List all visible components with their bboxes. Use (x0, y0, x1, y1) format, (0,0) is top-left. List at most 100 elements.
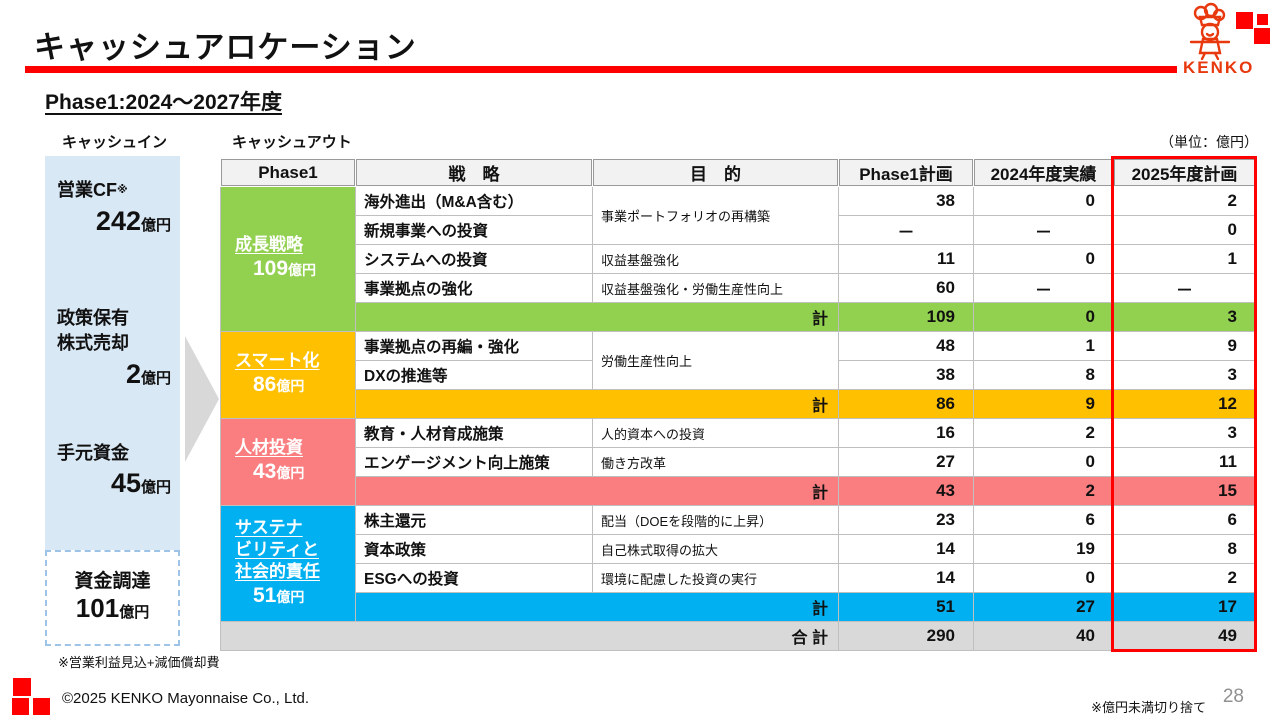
subtotal-row-smart: 計 86 9 12 (221, 389, 1256, 419)
value-cell: 8 (973, 360, 1114, 390)
strategy-cell: 教育・人材育成施策 (355, 418, 593, 448)
value-cell: 2 (973, 418, 1114, 448)
subtotal-value: 109 (838, 302, 974, 332)
value-cell: 27 (838, 447, 974, 477)
cash-in-item-value: 2億円 (125, 359, 171, 389)
asterisk-note: ※ (117, 184, 128, 196)
value-cell: 1 (1113, 244, 1256, 274)
value-cell: 0 (1113, 215, 1256, 245)
header-purpose: 目 的 (592, 158, 839, 187)
strategy-cell: 海外進出（M&A含む） (355, 186, 593, 216)
grand-total-row: 合 計 290 40 49 (220, 621, 1256, 651)
subtotal-row-sustainability: 計 51 27 17 (221, 592, 1256, 622)
subtotal-value: 2 (973, 476, 1114, 506)
page-number: 28 (1222, 686, 1244, 707)
cash-in-item-label: 営業CF※ (57, 180, 128, 200)
deco-square-icon (33, 698, 50, 715)
strategy-cell: 新規事業への投資 (355, 215, 593, 245)
value-cell: 11 (838, 244, 974, 274)
value-cell: 9 (1113, 331, 1256, 361)
kenko-mascot-icon (1189, 2, 1231, 60)
copyright: ©2025 KENKO Mayonnaise Co., Ltd. (62, 690, 310, 707)
value-cell: 38 (838, 360, 974, 390)
value-cell: 48 (838, 331, 974, 361)
purpose-cell: 自己株式取得の拡大 (592, 534, 839, 564)
phase-subtitle: Phase1:2024～2027年度 (45, 91, 282, 114)
cash-allocation-table: Phase1 戦 略 目 的 Phase1計画 2024年度実績 2025年度計… (220, 158, 1256, 651)
value-cell: 19 (973, 534, 1114, 564)
subtotal-value: 9 (973, 389, 1114, 419)
strategy-cell: システムへの投資 (355, 244, 593, 274)
table-row: DXの推進等 38 8 3 (221, 360, 1256, 390)
value-cell: 14 (838, 534, 974, 564)
value-cell: 3 (1113, 360, 1256, 390)
table-row: 成長戦略 109億円 海外進出（M&A含む） 事業ポートフォリオの再構築 38 … (220, 186, 1256, 332)
grand-total-label: 合 計 (220, 621, 839, 651)
value-cell: 60 (838, 273, 974, 303)
table-row: スマート化 86億円 事業拠点の再編・強化 労働生産性向上 48 1 9 (220, 331, 1256, 419)
table-header-row: Phase1 戦 略 目 的 Phase1計画 2024年度実績 2025年度計… (220, 158, 1256, 187)
subtotal-row-growth: 計 109 0 3 (221, 302, 1256, 332)
table-row: 人材投資 43億円 教育・人材育成施策 人的資本への投資 16 2 3 (220, 418, 1256, 506)
subtotal-label: 計 (355, 592, 839, 622)
subtotal-value: 3 (1113, 302, 1256, 332)
purpose-cell: 人的資本への投資 (592, 418, 839, 448)
subtotal-value: 51 (838, 592, 974, 622)
subtotal-value: 15 (1113, 476, 1256, 506)
value-cell: 0 (973, 244, 1114, 274)
purpose-cell: 環境に配慮した投資の実行 (592, 563, 839, 593)
strategy-cell: エンゲージメント向上施策 (355, 447, 593, 477)
value-cell: － (1113, 273, 1256, 303)
deco-square-icon (1236, 12, 1253, 29)
cash-out-label: キャッシュアウト (232, 134, 352, 151)
subtotal-value: 12 (1113, 389, 1256, 419)
strategy-cell: DXの推進等 (355, 360, 593, 390)
title-accent-line (25, 66, 1177, 73)
footnote-operating-cf: ※営業利益見込+減価償却費 (58, 655, 220, 670)
strategy-cell: ESGへの投資 (355, 563, 593, 593)
table-row: 事業拠点の強化 収益基盤強化・労働生産性向上 60 － － (221, 273, 1256, 303)
subtotal-label: 計 (355, 476, 839, 506)
table-row: システムへの投資 収益基盤強化 11 0 1 (221, 244, 1256, 274)
purpose-cell: 労働生産性向上 (592, 331, 839, 390)
value-cell: － (838, 215, 974, 245)
table-row: サステナ ビリティと 社会的責任 51億円 株主還元 配当（DOEを段階的に上昇… (220, 505, 1256, 622)
cash-in-label: キャッシュイン (62, 134, 168, 151)
cash-in-item-value: 242億円 (95, 206, 171, 236)
subtotal-value: 17 (1113, 592, 1256, 622)
flow-arrow-icon (185, 336, 219, 462)
table-row: 新規事業への投資 － － 0 (221, 215, 1256, 245)
kenko-logo: KENKO (1160, 0, 1280, 90)
grand-total-value: 40 (973, 621, 1114, 651)
subtotal-value: 0 (973, 302, 1114, 332)
subtotal-row-hr: 計 43 2 15 (221, 476, 1256, 506)
cash-in-item-label: 政策保有 株式売却 (57, 308, 129, 353)
strategy-cell: 資本政策 (355, 534, 593, 564)
deco-square-icon (12, 698, 29, 715)
subtotal-label: 計 (355, 302, 839, 332)
value-cell: 16 (838, 418, 974, 448)
purpose-cell: 収益基盤強化 (592, 244, 839, 274)
strategy-cell: 株主還元 (355, 505, 593, 535)
subtotal-value: 86 (838, 389, 974, 419)
header-phase1: Phase1 (220, 158, 356, 187)
subtotal-value: 27 (973, 592, 1114, 622)
deco-square-icon (1257, 14, 1268, 25)
funding-label: 資金調達 (74, 571, 151, 592)
phase-cell-sustainability: サステナ ビリティと 社会的責任 51億円 (220, 505, 356, 622)
unit-note: （単位：億円） (1160, 134, 1258, 150)
value-cell: 6 (1113, 505, 1256, 535)
footnote-rounding: ※億円未満切り捨て (1091, 700, 1206, 715)
table-row: 資本政策 自己株式取得の拡大 14 19 8 (221, 534, 1256, 564)
purpose-cell: 事業ポートフォリオの再構築 (592, 186, 839, 245)
funding-value: 101億円 (75, 593, 150, 623)
kenko-logo-text: KENKO (1183, 58, 1255, 77)
deco-square-icon (13, 678, 31, 696)
value-cell: 2 (1113, 563, 1256, 593)
value-cell: 3 (1113, 418, 1256, 448)
subtotal-value: 43 (838, 476, 974, 506)
purpose-cell: 働き方改革 (592, 447, 839, 477)
header-2024-actual: 2024年度実績 (973, 158, 1114, 187)
phase-cell-smart: スマート化 86億円 (220, 331, 356, 419)
cash-in-panel: 営業CF※ 242億円 政策保有 株式売却 2億円 手元資金 45億円 (45, 156, 180, 550)
